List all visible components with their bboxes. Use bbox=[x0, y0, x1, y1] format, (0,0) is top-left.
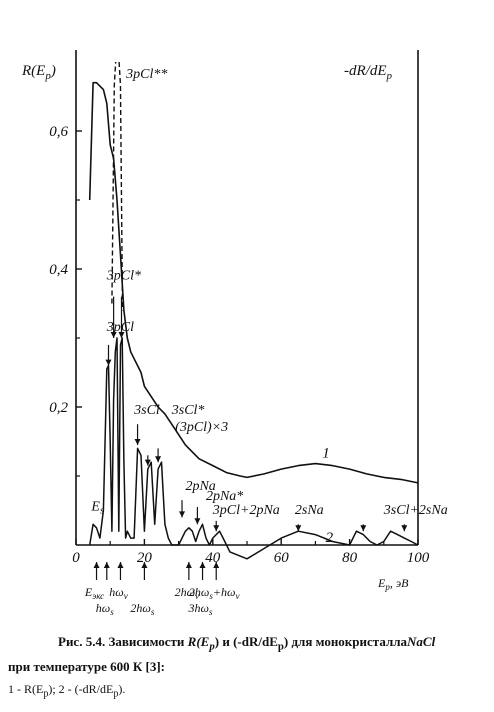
y-tick-label: 0,4 bbox=[49, 262, 68, 278]
annotation-arrowhead bbox=[155, 456, 162, 463]
annotation-label: 3pCl bbox=[106, 320, 134, 335]
annotation-arrowhead bbox=[295, 525, 302, 532]
annotation-label: 2pNa* bbox=[206, 489, 243, 504]
x-axis-label: Ep, эВ bbox=[377, 576, 409, 592]
curves: 3pCl** 1 2 bbox=[88, 61, 419, 560]
curve-1-label: 1 bbox=[322, 446, 330, 462]
marker-label: 2hωv bbox=[175, 585, 199, 601]
marker-arrowhead bbox=[199, 562, 206, 568]
annotation-label: 2sNa bbox=[295, 503, 324, 518]
annotation-arrowhead bbox=[110, 332, 117, 338]
y-axis-right-label: -dR/dEp bbox=[344, 63, 393, 82]
marker-arrowhead bbox=[103, 562, 110, 568]
marker-label: hωv bbox=[109, 585, 127, 601]
marker-arrowhead bbox=[93, 562, 100, 568]
annotation-arrowhead bbox=[144, 459, 151, 466]
annotation-label: 3pCl* bbox=[106, 268, 141, 283]
x-tick-label: 80 bbox=[342, 550, 358, 566]
y-tick-label: 0,6 bbox=[49, 124, 68, 140]
caption-line-2: при температуре 600 К [3]: bbox=[8, 658, 166, 674]
dashed-peak-label: 3pCl** bbox=[125, 67, 167, 82]
x-tick-label: 40 bbox=[205, 550, 221, 566]
annotation-label: 3sCl bbox=[133, 403, 160, 418]
curve-2-label: 2 bbox=[326, 530, 334, 546]
annotation-label: (3pCl)×3 bbox=[175, 420, 228, 435]
marker-label: Eэкс bbox=[84, 585, 104, 601]
marker-label: hωs bbox=[96, 601, 114, 617]
annotation-arrowhead bbox=[118, 332, 125, 338]
annotation-arrowhead bbox=[134, 438, 141, 445]
x-tick-label: 0 bbox=[72, 550, 80, 566]
annotation-label: Es bbox=[90, 500, 104, 517]
caption-line-3: 1 - R(Ep); 2 - (-dR/dEp). bbox=[8, 681, 126, 699]
annotation-label: 3sCl* bbox=[171, 403, 205, 418]
annotation-arrowhead bbox=[360, 525, 367, 532]
annotation-arrowhead bbox=[105, 359, 112, 366]
marker-arrowhead bbox=[141, 562, 148, 568]
y-axis-left-label: R(Ep) bbox=[21, 63, 56, 82]
x-tick-label: 20 bbox=[137, 550, 153, 566]
annotation-label: 2pNa bbox=[185, 479, 215, 494]
marker-arrowhead bbox=[185, 562, 192, 568]
annotation-arrowhead bbox=[213, 525, 220, 532]
marker-label: 2hωs+hωv bbox=[189, 585, 240, 601]
annotation-arrowhead bbox=[179, 511, 186, 518]
marker-label: 3hωs bbox=[188, 601, 213, 617]
annotations: 3pCl* 3pCl 3sCl 3sCl* (3pCl)×3 2pNa2pNa*3pCl+… bbox=[90, 268, 448, 532]
series-1-line bbox=[88, 81, 419, 484]
x-tick-label: 100 bbox=[407, 550, 430, 566]
marker-arrowhead bbox=[213, 562, 220, 568]
y-tick-label: 0,2 bbox=[49, 400, 68, 416]
annotation-label: 3sCl+2sNa bbox=[383, 503, 448, 518]
annotation-arrowhead bbox=[194, 518, 201, 525]
figure: R(Ep) -dR/dEp Ep, эВ 0 20 40 60 80 100 0,2 0,4 0… bbox=[21, 50, 448, 617]
annotation-label: 3pCl+2pNa bbox=[212, 503, 280, 518]
figure-caption: Рис. 5.4. Зависимости R(Ep) и (-dR/dEp) … bbox=[8, 632, 490, 703]
caption-line-1: Рис. 5.4. Зависимости R(Ep) и (-dR/dEp) … bbox=[58, 634, 436, 653]
annotation-arrowhead bbox=[401, 525, 408, 532]
marker-label: 2hωs bbox=[130, 601, 154, 617]
dashed-peak-3pCl2 bbox=[111, 61, 124, 311]
x-tick-label: 60 bbox=[274, 550, 290, 566]
marker-arrowhead bbox=[117, 562, 124, 568]
series-2-line bbox=[88, 337, 419, 560]
